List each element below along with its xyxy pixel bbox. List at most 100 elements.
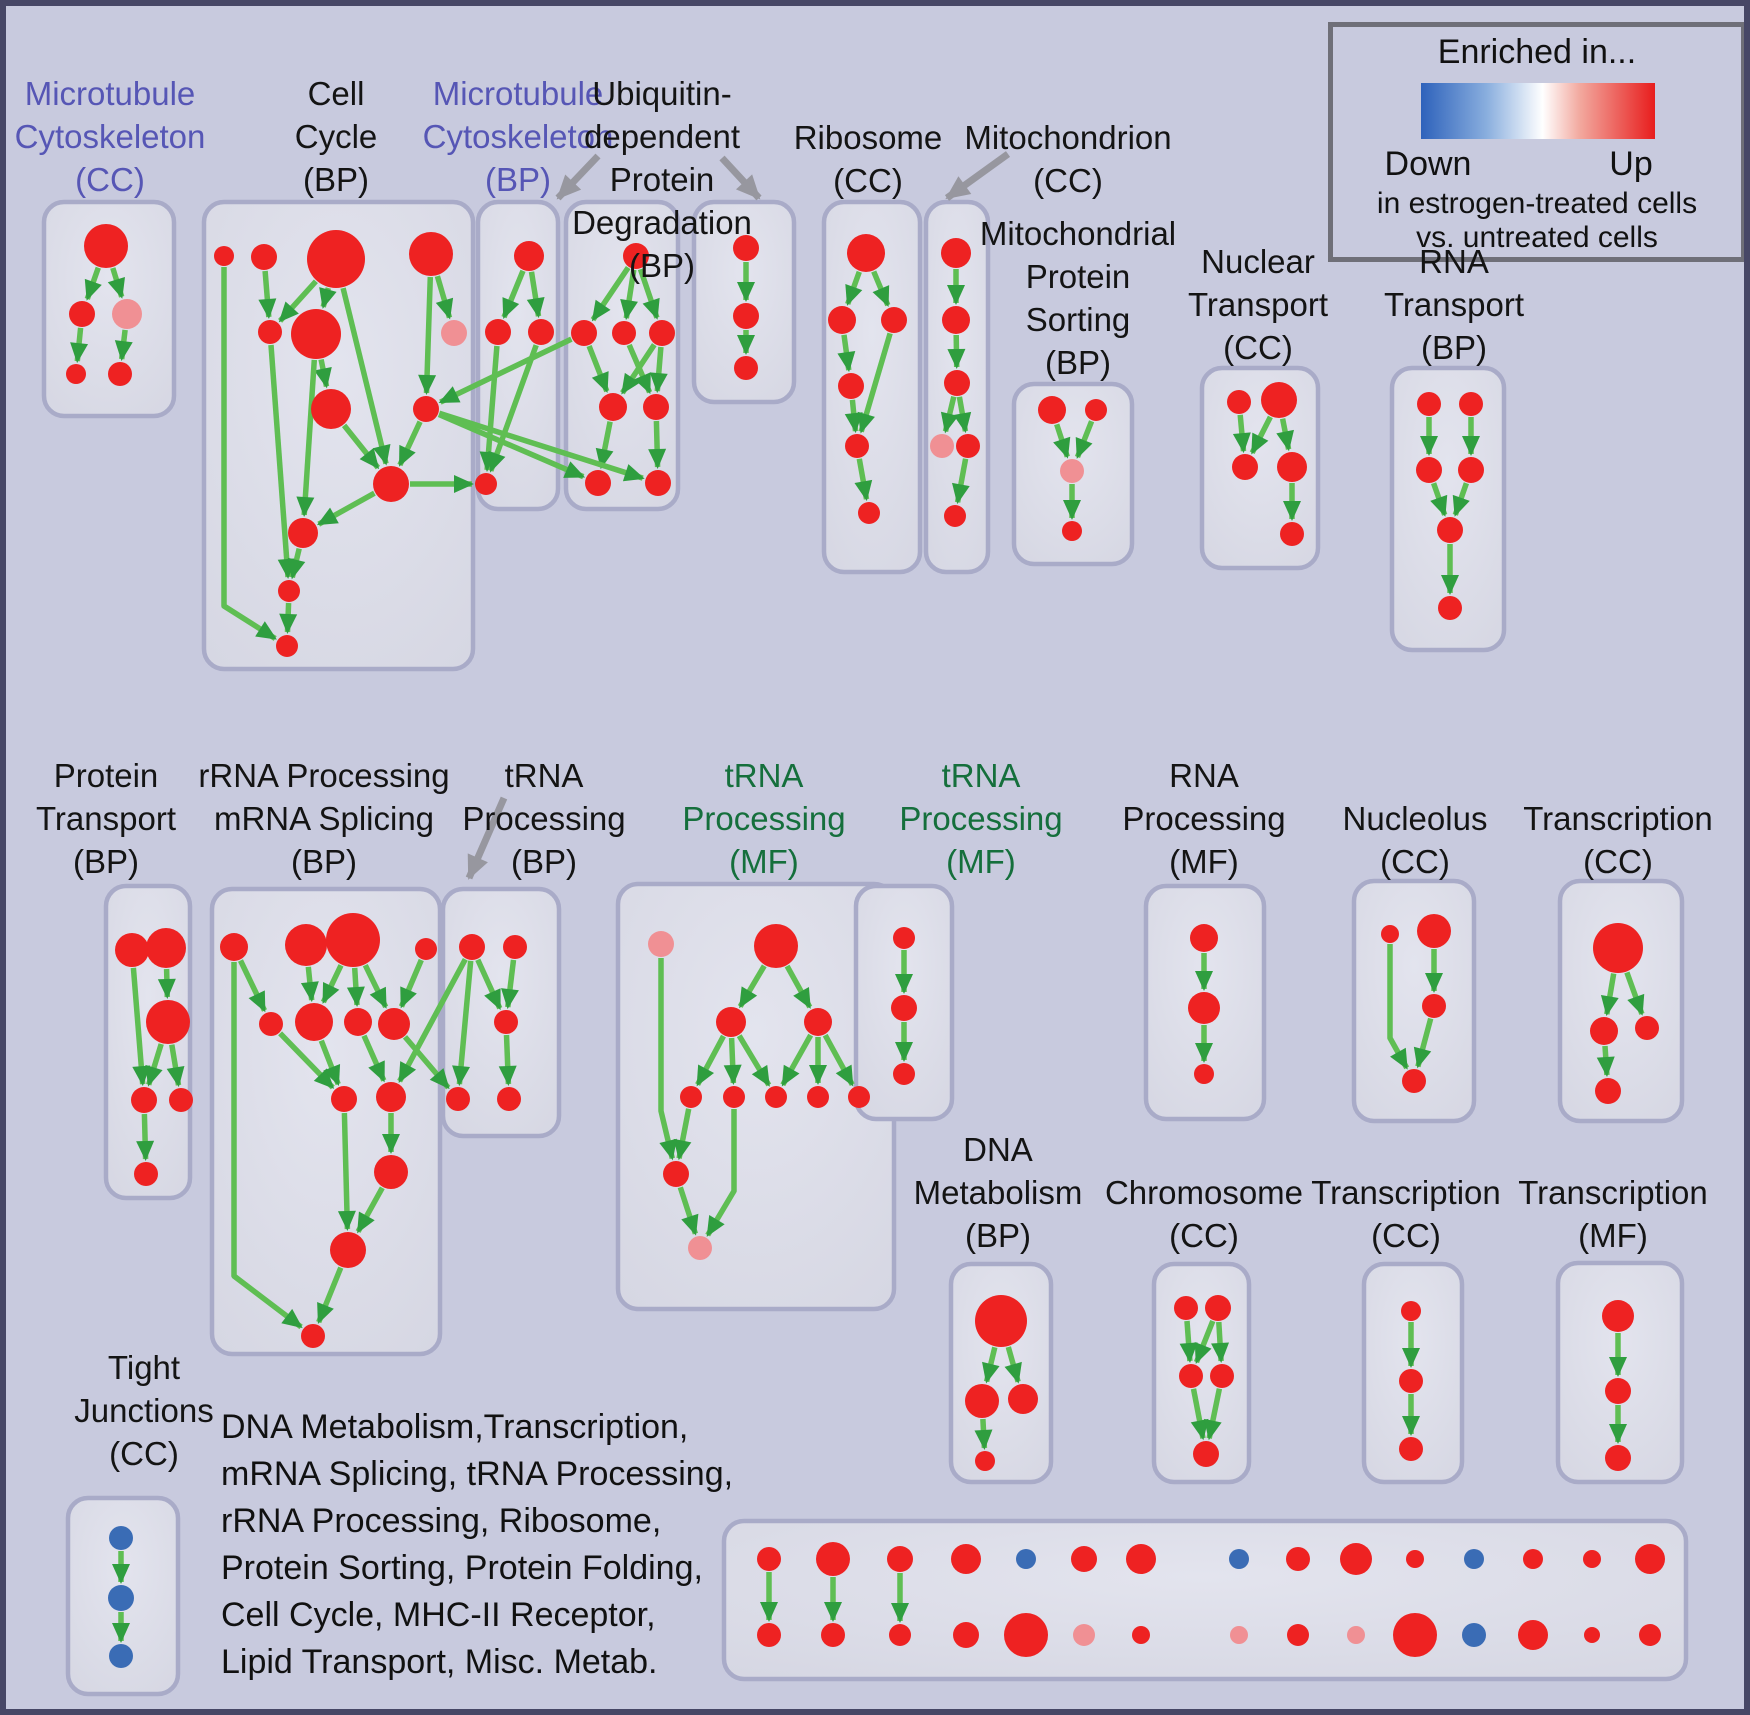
edge-arrow xyxy=(590,266,631,322)
group-label-line: (MF) xyxy=(1578,1217,1648,1254)
gene-node-mito-sorting-b xyxy=(1062,521,1082,541)
edge-arrow xyxy=(70,327,89,364)
gene-node-mixed-cluster-t11 xyxy=(1464,1549,1484,1569)
group-label-line: (BP) xyxy=(1044,344,1111,381)
gene-node-trna-bp-b1 xyxy=(446,1087,470,1111)
group-label-line: (CC) xyxy=(833,162,903,199)
group-label-line: (CC) xyxy=(75,161,145,198)
group-label-line: Tight xyxy=(107,1349,181,1386)
gene-node-mixed-cluster-t0 xyxy=(757,1547,781,1571)
gene-node-trna-mf-large-l2 xyxy=(723,1086,745,1108)
gene-node-cell-cycle-d xyxy=(409,232,453,276)
gene-node-cell-cycle-a xyxy=(214,246,234,266)
group-label-rna-mf: RNA Processing (MF) xyxy=(1122,754,1285,883)
edge-arrow xyxy=(475,958,503,1011)
annotation-arrow xyxy=(465,796,508,880)
edge-arrow xyxy=(637,268,660,320)
group-label-line: (CC) xyxy=(109,1435,179,1472)
group-label-line: Cytoskeleton xyxy=(14,118,206,155)
edge-arrow xyxy=(822,1033,855,1087)
gene-node-transcription-mf-a xyxy=(1602,1300,1634,1332)
gene-node-microtubule-bp-T xyxy=(514,241,544,271)
mixed-text-line: Lipid Transport, Misc. Metab. xyxy=(221,1643,658,1681)
edge-arrow xyxy=(438,336,573,405)
network-diagram xyxy=(41,151,1689,1697)
group-label-transcription-cc-bot: Transcription (CC) xyxy=(1311,1171,1501,1257)
group-box-transcription-cc-mid xyxy=(1557,878,1685,1124)
gene-node-mixed-cluster-t14 xyxy=(1635,1544,1665,1574)
gene-node-rrna-p2 xyxy=(326,913,380,967)
gene-node-mixed-cluster-t6 xyxy=(1126,1544,1156,1574)
gene-node-microtubule-cc-D xyxy=(66,364,86,384)
group-label-line: tRNA xyxy=(504,757,584,794)
group-label-microtubule-cc: Microtubule Cytoskeleton (CC) xyxy=(15,72,206,201)
edge-arrow xyxy=(314,358,332,389)
gene-node-mixed-cluster-b5 xyxy=(1073,1624,1095,1646)
group-label-line: Transport xyxy=(1384,286,1524,323)
group-label-line: Sorting xyxy=(1025,301,1131,338)
edge-arrow xyxy=(438,410,645,482)
legend-box: Enriched in... Down Up in estrogen-treat… xyxy=(1328,22,1744,262)
edge-arrow xyxy=(1413,1017,1434,1069)
gene-node-cell-cycle-b xyxy=(251,244,277,270)
edge-arrow xyxy=(355,1186,385,1234)
gene-node-ubiquitin-b-x2 xyxy=(733,303,759,329)
gene-node-rna-mf-b xyxy=(1188,992,1220,1024)
edge-arrow xyxy=(586,344,610,394)
edge-arrow xyxy=(157,968,176,999)
gene-node-transcription-cc-bot-a xyxy=(1401,1301,1421,1321)
edge-arrow xyxy=(940,395,959,434)
mixed-text-line: DNA Metabolism,Transcription, xyxy=(221,1408,689,1446)
gene-node-rrna-u3 xyxy=(344,1008,372,1036)
gene-node-ubiquitin-a-b2 xyxy=(645,470,671,496)
group-label-protein-transport: Protein Transport (BP) xyxy=(36,754,176,883)
group-label-line: Processing xyxy=(899,800,1063,837)
gene-node-protein-transport-F xyxy=(134,1162,158,1186)
edge-arrow xyxy=(1276,418,1294,452)
gene-node-mixed-cluster-b7 xyxy=(1230,1626,1248,1644)
gene-node-mixed-cluster-t9 xyxy=(1340,1543,1372,1575)
legend-down-label: Down xyxy=(1384,145,1472,183)
group-label-line: (BP) xyxy=(290,843,357,880)
edge-arrow xyxy=(837,334,856,373)
edge-arrow xyxy=(1053,423,1071,459)
gene-node-chromosome-m1 xyxy=(1179,1364,1203,1388)
gene-node-trna-bp-t2 xyxy=(503,935,527,959)
edge-arrow xyxy=(1596,1045,1615,1077)
group-label-line: Cycle xyxy=(294,118,378,155)
edge-arrow xyxy=(854,458,873,502)
group-label-line: tRNA xyxy=(941,757,1021,794)
edge-arrow xyxy=(166,1044,185,1088)
gene-node-protein-transport-A xyxy=(115,933,149,967)
gene-node-ribosome-D xyxy=(845,434,869,458)
annotation-arrow xyxy=(944,151,1011,201)
edge-arrow xyxy=(677,1186,699,1236)
gene-node-mixed-cluster-b14 xyxy=(1639,1624,1661,1646)
group-label-line: Protein xyxy=(609,161,715,198)
gene-node-ribosome-T xyxy=(847,234,885,272)
gene-node-trna-mf-large-l4 xyxy=(807,1086,829,1108)
gene-node-trna-mf-large-l1 xyxy=(680,1086,702,1108)
gene-node-mixed-cluster-t2 xyxy=(887,1546,913,1572)
edge-arrow xyxy=(1204,1388,1223,1441)
group-label-line: Microtubule xyxy=(24,75,196,112)
gene-node-nucleolus-bg xyxy=(1417,914,1451,948)
gene-node-mixed-cluster-b9 xyxy=(1347,1626,1365,1644)
group-label-nucleolus: Nucleolus (CC) xyxy=(1343,797,1488,883)
gene-node-mito-sorting-t2 xyxy=(1085,399,1107,421)
gene-node-rna-transport-m1 xyxy=(1416,457,1442,483)
edge-arrow xyxy=(784,964,813,1009)
mixed-categories-text: DNA Metabolism,Transcription, mRNA Splic… xyxy=(221,1404,733,1686)
gene-node-ribosome-C xyxy=(838,373,864,399)
group-box-ubiquitin-b xyxy=(691,199,797,405)
edge-arrow xyxy=(1190,1388,1209,1441)
annotation-arrow xyxy=(555,153,601,201)
gene-node-dna-metabolism-bt xyxy=(975,1451,995,1471)
gene-node-mitochondrion-P xyxy=(930,434,954,458)
gene-node-microtubule-cc-B xyxy=(69,301,95,327)
edge-arrow xyxy=(626,343,653,395)
group-label-line: Transport xyxy=(36,800,176,837)
group-label-line: DNA xyxy=(963,1131,1033,1168)
gene-node-ribosome-B xyxy=(881,307,907,333)
group-label-line: Junctions xyxy=(74,1392,214,1429)
